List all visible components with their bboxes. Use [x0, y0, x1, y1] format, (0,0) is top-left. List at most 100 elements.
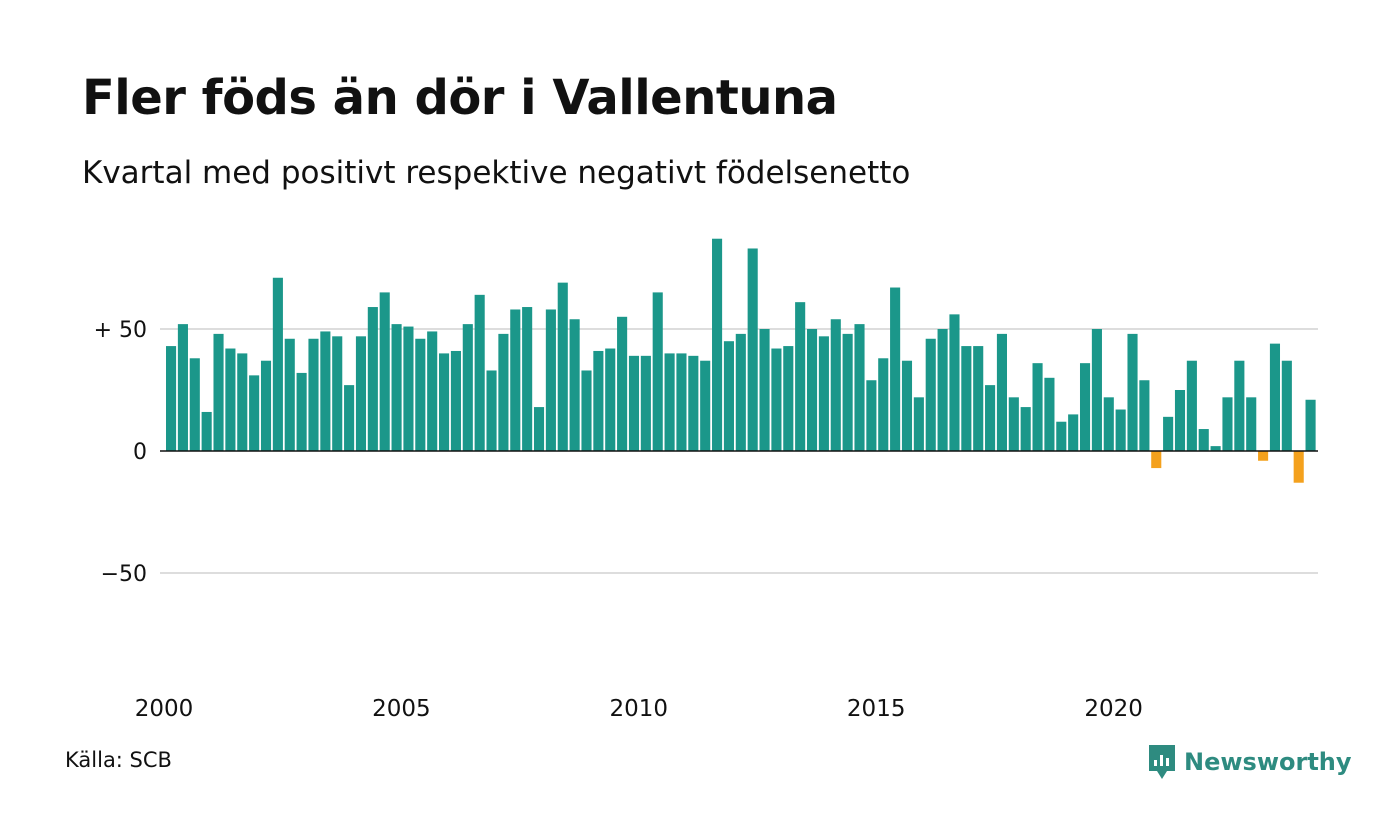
bar-positive: [866, 380, 877, 451]
bar-positive: [201, 411, 212, 451]
bar-positive: [949, 314, 960, 451]
bar-positive: [1222, 397, 1233, 451]
bar-positive: [1198, 429, 1209, 451]
bar-positive: [688, 355, 699, 451]
bar-positive: [664, 353, 675, 451]
bar-positive: [1103, 397, 1114, 451]
bar-negative: [1151, 451, 1162, 469]
bar-positive: [806, 329, 818, 451]
bar-positive: [842, 333, 853, 451]
bar-positive: [510, 309, 521, 451]
bar-negative: [1293, 451, 1304, 483]
bar-positive: [700, 360, 711, 451]
bar-positive: [830, 319, 841, 451]
bar-positive: [427, 331, 438, 451]
bar-positive: [545, 309, 556, 451]
bar-positive: [1174, 390, 1186, 451]
bar-positive: [1281, 360, 1292, 451]
bar-positive: [332, 336, 343, 451]
bar-positive: [771, 348, 782, 451]
bar-positive: [272, 277, 283, 451]
x-tick-label: 2015: [847, 696, 906, 722]
bar-positive: [617, 316, 628, 451]
bar-positive: [747, 248, 758, 451]
bar-positive: [878, 358, 889, 451]
bar-positive: [652, 292, 663, 451]
bar-positive: [474, 294, 485, 451]
bar-positive: [213, 333, 224, 451]
bar-positive: [759, 329, 770, 451]
bar-positive: [355, 336, 367, 451]
bar-positive: [1305, 399, 1316, 451]
bar-positive: [925, 338, 936, 451]
bar-positive: [403, 326, 414, 451]
bar-positive: [1115, 409, 1126, 451]
bar-positive: [557, 282, 568, 451]
bar-positive: [1079, 363, 1091, 451]
bar-positive: [391, 324, 402, 451]
bar-negative: [1258, 451, 1269, 461]
bar-positive: [522, 307, 533, 451]
brand-logo: Newsworthy: [1147, 743, 1352, 781]
bar-positive: [1246, 397, 1257, 451]
bar-positive: [189, 358, 200, 451]
bar-positive: [593, 350, 604, 451]
bar-positive: [177, 324, 188, 451]
bar-chart: + 50 0 −50 2000 2005 2010 2015 2020: [94, 238, 1318, 722]
bar-positive: [795, 302, 806, 451]
bar-positive: [1091, 329, 1102, 451]
bar-positive: [450, 350, 461, 451]
bar-positive: [415, 338, 426, 451]
bar-positive: [712, 238, 723, 451]
bar-positive: [973, 346, 984, 451]
bar-positive: [1269, 343, 1281, 451]
bar-positive: [344, 385, 355, 451]
bar-positive: [1210, 446, 1221, 451]
bar-positive: [1044, 377, 1055, 451]
bar-positive: [985, 385, 996, 451]
bar-positive: [284, 338, 295, 451]
y-tick-label: −50: [101, 562, 147, 587]
x-tick-label: 2000: [135, 696, 194, 722]
bar-positive: [676, 353, 687, 451]
bar-positive: [569, 319, 580, 451]
bar-positive: [486, 370, 497, 451]
bar-positive: [1127, 333, 1138, 451]
bar-positive: [605, 348, 616, 451]
bar-positive: [723, 341, 734, 451]
bar-positive: [1234, 360, 1245, 451]
bar-positive: [913, 397, 924, 451]
bar-positive: [1139, 380, 1150, 451]
bar-positive: [961, 346, 972, 451]
bar-positive: [640, 355, 651, 451]
bar-positive: [735, 333, 746, 451]
bar-positive: [439, 353, 450, 451]
bar-positive: [260, 360, 272, 451]
newsworthy-logo-icon: [1149, 745, 1175, 779]
bar-positive: [996, 333, 1007, 451]
bar-positive: [937, 329, 948, 451]
bar-positive: [296, 372, 307, 451]
chart-title: Fler föds än dör i Vallentuna: [82, 70, 838, 126]
bar-positive: [1032, 363, 1043, 451]
x-tick-label: 2010: [610, 696, 669, 722]
bar-positive: [1020, 407, 1031, 451]
bar-positive: [225, 348, 236, 451]
bar-positive: [1186, 360, 1197, 451]
brand-name: Newsworthy: [1184, 748, 1352, 776]
bar-positive: [628, 355, 640, 451]
bar-positive: [533, 407, 545, 451]
bar-positive: [249, 375, 260, 451]
bar-positive: [818, 336, 829, 451]
y-tick-label: 0: [133, 440, 147, 465]
bar-positive: [308, 338, 319, 451]
x-tick-label: 2005: [372, 696, 431, 722]
bar-positive: [1068, 414, 1079, 451]
chart-subtitle: Kvartal med positivt respektive negativt…: [82, 155, 911, 191]
bar-positive: [498, 333, 509, 451]
bar-positive: [783, 346, 794, 451]
bar-positive: [320, 331, 331, 451]
bar-positive: [237, 353, 248, 451]
bar-positive: [367, 307, 378, 451]
x-tick-label: 2020: [1084, 696, 1143, 722]
